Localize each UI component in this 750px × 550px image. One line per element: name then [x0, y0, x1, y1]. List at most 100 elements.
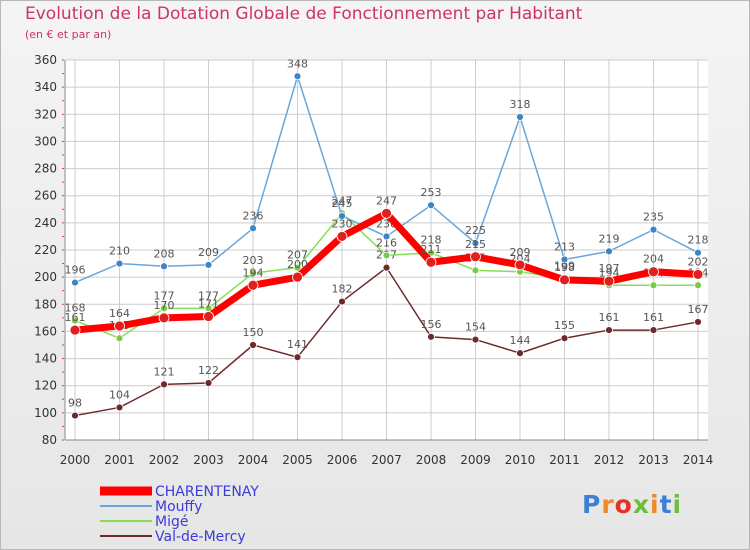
data-point	[560, 334, 569, 343]
data-label: 225	[465, 224, 486, 237]
data-label: 171	[198, 298, 219, 311]
data-label: 161	[65, 311, 86, 324]
logo-letter: P	[582, 490, 602, 519]
data-label: 203	[243, 254, 264, 267]
data-point	[115, 334, 124, 343]
data-point	[514, 259, 526, 271]
x-tick-label: 2011	[549, 453, 580, 467]
data-point	[427, 201, 435, 210]
data-point	[694, 281, 702, 290]
logo-letter: i	[650, 490, 660, 519]
data-point	[293, 72, 302, 81]
data-point	[338, 212, 346, 220]
data-point	[470, 251, 481, 263]
data-point	[603, 275, 615, 287]
data-label: 167	[688, 303, 709, 316]
x-tick-label: 2014	[683, 453, 714, 467]
data-label: 209	[198, 246, 219, 259]
data-point	[516, 113, 524, 121]
data-point	[114, 320, 125, 332]
data-label: 219	[599, 232, 620, 245]
data-point	[115, 259, 124, 268]
data-label: 161	[643, 311, 664, 324]
chart-subtitle: (en € et par an)	[25, 28, 112, 41]
data-label: 197	[599, 262, 620, 275]
x-tick-label: 2013	[638, 453, 669, 467]
data-label: 218	[421, 234, 442, 247]
data-label: 230	[332, 217, 353, 230]
data-point	[382, 263, 391, 272]
data-label: 150	[243, 326, 264, 339]
y-tick-label: 200	[34, 270, 57, 284]
data-label: 168	[65, 302, 86, 315]
y-tick-label: 320	[34, 107, 57, 121]
legend-label-mouffy: Mouffy	[155, 499, 203, 515]
data-label: 245	[332, 197, 353, 210]
logo-letter: x	[632, 490, 650, 519]
data-point	[605, 247, 613, 256]
data-label: 194	[243, 266, 264, 279]
data-point	[203, 311, 214, 322]
data-point	[71, 316, 79, 325]
data-point	[471, 266, 480, 275]
logo-letter: t	[659, 490, 673, 519]
y-tick-label: 140	[34, 352, 57, 366]
data-point	[293, 353, 302, 362]
x-tick-label: 2003	[193, 453, 224, 467]
data-point	[338, 297, 346, 306]
y-tick-label: 160	[34, 324, 57, 338]
data-label: 211	[421, 243, 442, 256]
x-tick-label: 2006	[327, 453, 358, 467]
x-tick-label: 2010	[505, 453, 536, 467]
data-label: 104	[109, 388, 130, 401]
data-label: 161	[599, 311, 620, 324]
x-tick-label: 2008	[416, 453, 447, 467]
y-tick-label: 220	[34, 243, 57, 257]
data-label: 209	[510, 246, 531, 259]
y-tick-label: 180	[34, 297, 57, 311]
data-label: 199	[554, 260, 575, 273]
data-label: 164	[109, 307, 130, 320]
x-tick-label: 2012	[594, 453, 625, 467]
logo-letter: o	[614, 490, 633, 519]
data-label: 216	[376, 236, 397, 249]
data-point	[160, 304, 168, 313]
data-point	[471, 239, 480, 248]
data-point	[69, 324, 81, 336]
data-point	[293, 263, 302, 272]
data-point	[692, 269, 704, 280]
logo-letter: i	[672, 490, 683, 519]
data-label: 156	[421, 318, 442, 331]
x-tick-label: 2002	[149, 453, 180, 467]
data-label: 247	[376, 194, 397, 207]
data-label: 121	[154, 365, 175, 378]
data-point	[427, 248, 435, 257]
data-point	[71, 278, 79, 287]
data-point	[648, 266, 659, 278]
data-label: 182	[332, 283, 353, 296]
y-tick-label: 100	[34, 406, 57, 420]
y-tick-label: 80	[42, 433, 57, 447]
data-label: 318	[510, 98, 531, 111]
data-point	[158, 312, 170, 324]
x-tick-label: 2000	[60, 453, 91, 467]
data-label: 200	[287, 258, 308, 271]
data-point	[204, 379, 213, 387]
y-tick-label: 360	[34, 53, 57, 67]
legend-label-val-de-mercy: Val-de-Mercy	[155, 529, 246, 545]
data-label: 253	[421, 186, 442, 199]
data-label: 215	[465, 238, 486, 251]
data-point	[204, 261, 213, 269]
data-point	[160, 380, 168, 389]
data-label: 198	[554, 261, 575, 274]
data-point	[382, 251, 391, 260]
data-label: 202	[688, 255, 709, 268]
data-point	[605, 326, 613, 334]
proxiti-logo: Proxiti	[582, 490, 682, 519]
data-label: 154	[465, 321, 486, 334]
data-label: 207	[287, 249, 308, 262]
data-label: 170	[154, 299, 175, 312]
data-label: 235	[643, 211, 664, 224]
y-tick-label: 340	[34, 80, 57, 94]
